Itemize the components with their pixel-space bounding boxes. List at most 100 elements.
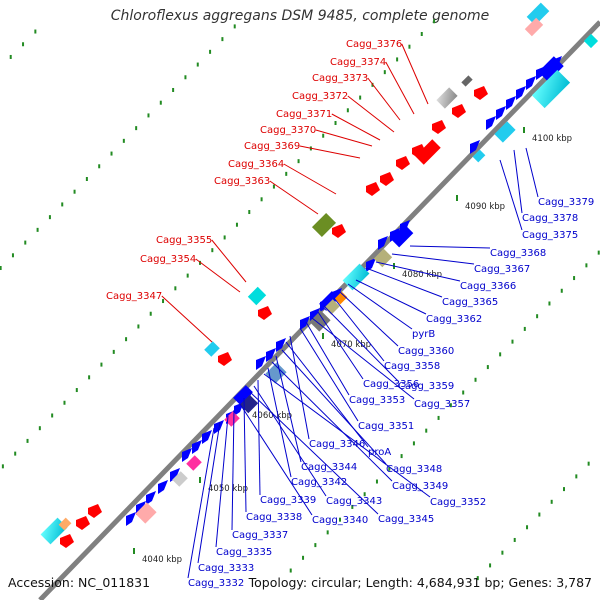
leader-line (161, 295, 213, 343)
guide-dot (186, 273, 189, 278)
guide-dot (22, 42, 25, 47)
forward-gene (524, 17, 544, 37)
leader-line (195, 258, 241, 293)
guide-dot (199, 260, 201, 265)
reverse-gene (224, 411, 240, 427)
guide-dot (285, 171, 288, 176)
guide-dot (314, 543, 317, 548)
guide-dot (420, 31, 423, 36)
guide-dot (172, 87, 175, 92)
guide-dot (110, 151, 113, 156)
guide-dot (425, 428, 428, 433)
leader-line (267, 367, 292, 478)
guide-dot (597, 250, 600, 255)
guide-dot (388, 466, 391, 471)
guide-dot (408, 44, 411, 49)
guide-dot (88, 375, 91, 380)
reverse-gene (233, 385, 253, 405)
gene-label: Cagg_3351 (358, 421, 414, 432)
guide-dot (209, 49, 212, 54)
guide-dot (85, 176, 88, 181)
forward-gene (583, 33, 599, 49)
guide-dot (513, 537, 516, 542)
leader-line (525, 147, 539, 198)
gene-label: pyrB (412, 329, 435, 340)
leader-line (281, 349, 387, 465)
gene-label: Cagg_3340 (312, 515, 368, 526)
leader-line (239, 403, 313, 516)
gene-label: Cagg_3354 (140, 254, 196, 265)
gene-label: Cagg_3365 (442, 297, 498, 308)
leader-line (365, 267, 443, 298)
gene-label: Cagg_3343 (326, 496, 382, 507)
guide-dot (489, 563, 492, 568)
guide-dot (400, 454, 403, 459)
reverse-gene (265, 362, 287, 384)
topology-label: Topology: circular; Length: 4,684,931 bp… (248, 575, 592, 590)
forward-gene (258, 306, 272, 320)
gene-label: proA (368, 447, 391, 458)
guide-dot (135, 126, 138, 131)
leader-line (299, 145, 361, 159)
leader-line (339, 291, 399, 347)
reverse-gene (256, 356, 266, 370)
reverse-gene (324, 299, 340, 315)
guide-dot (433, 19, 436, 24)
tick-label: 4040 kbp (142, 555, 182, 565)
guide-dot (511, 339, 514, 344)
guide-dot (474, 377, 477, 382)
forward-gene (204, 341, 220, 357)
leader-line (243, 397, 247, 513)
reverse-gene (538, 56, 564, 82)
leader-line (299, 327, 359, 422)
gene-label: Cagg_3360 (398, 346, 454, 357)
reverse-gene (342, 263, 370, 291)
leader-line (305, 321, 350, 396)
leader-line (271, 361, 393, 482)
forward-gene (332, 224, 346, 238)
reverse-gene (172, 471, 188, 487)
reverse-gene (390, 224, 414, 248)
guide-dot (437, 415, 440, 420)
guide-dot (585, 263, 588, 268)
guide-dot (122, 138, 125, 143)
gene-label: Cagg_3357 (414, 399, 470, 410)
reverse-gene (158, 480, 168, 494)
reverse-gene (170, 468, 180, 482)
leader-line (513, 149, 523, 214)
tick-label: 4080 kbp (402, 270, 442, 280)
guide-dot (233, 24, 236, 29)
reverse-gene (378, 236, 388, 250)
reverse-gene (202, 430, 212, 444)
forward-gene (247, 286, 267, 306)
reverse-gene (486, 116, 496, 130)
tick-label: 4070 kbp (331, 340, 371, 350)
gene-label: Cagg_3345 (378, 514, 434, 525)
guide-dot (526, 525, 529, 530)
gene-label: Cagg_3344 (301, 462, 357, 473)
guide-dot (548, 301, 551, 306)
leader-line (211, 239, 247, 283)
gene-label: Cagg_3367 (474, 264, 530, 275)
guide-dot (48, 215, 51, 220)
guide-dot (573, 276, 576, 281)
guide-dot (100, 362, 103, 367)
gene-label: Cagg_3342 (291, 477, 347, 488)
leader-line (391, 253, 475, 265)
gene-label: Cagg_3369 (244, 141, 300, 152)
gene-label: Cagg_3363 (214, 176, 270, 187)
leader-line (355, 279, 427, 315)
gene-label: Cagg_3373 (312, 73, 368, 84)
gene-label: Cagg_3378 (522, 213, 578, 224)
guide-dot (98, 164, 101, 169)
gene-label: Cagg_3355 (156, 235, 212, 246)
guide-dot (476, 576, 479, 581)
guide-dot (536, 314, 539, 319)
forward-gene (436, 87, 458, 109)
leader-line (331, 113, 381, 141)
leader-line (231, 409, 235, 531)
guide-dot (499, 352, 502, 357)
guide-dot (159, 100, 162, 105)
guide-dot (462, 390, 465, 395)
